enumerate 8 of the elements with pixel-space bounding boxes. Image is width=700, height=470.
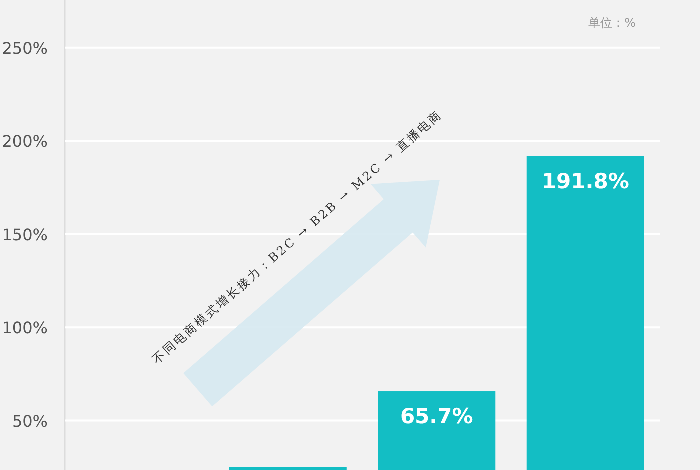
data-label: 65.7% <box>400 404 474 429</box>
annotation: 单位：% <box>588 16 636 30</box>
data-label: 191.8% <box>542 169 630 194</box>
y-tick-label: 250% <box>2 38 48 58</box>
y-tick-label: 50% <box>12 412 48 431</box>
y-tick-label: 200% <box>2 132 48 152</box>
y-tick-label: 150% <box>2 225 48 244</box>
y-tick-label: 100% <box>2 318 48 338</box>
